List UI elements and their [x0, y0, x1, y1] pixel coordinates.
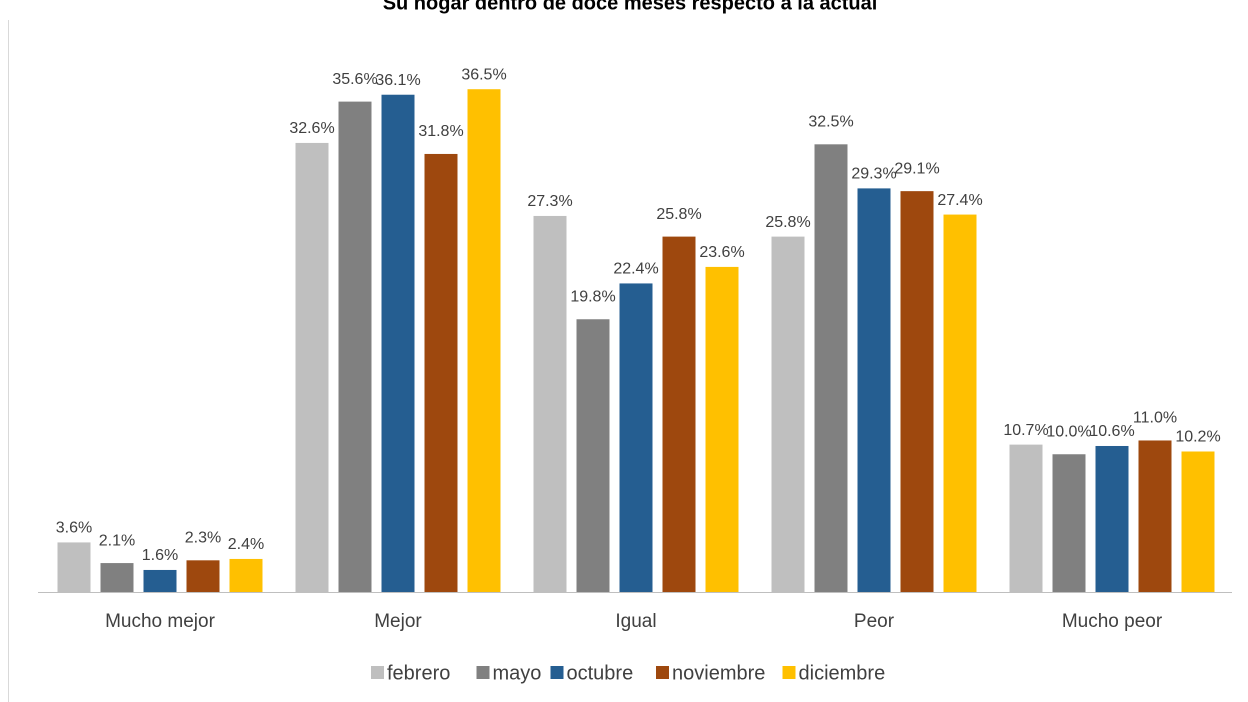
bar: [1095, 445, 1129, 592]
data-label: 10.7%: [1003, 422, 1048, 439]
bar: [57, 542, 91, 592]
chart-title: Su hogar dentro de doce meses respecto a…: [383, 0, 878, 14]
data-label: 35.6%: [332, 71, 377, 88]
data-label: 2.1%: [99, 532, 135, 549]
legend-label: octubre: [567, 662, 634, 684]
bar: [662, 236, 696, 593]
data-label: 3.6%: [56, 520, 92, 537]
data-label: 25.8%: [765, 214, 810, 231]
legend-label: febrero: [387, 662, 450, 684]
x-tick-label: Igual: [615, 611, 656, 632]
bar: [705, 266, 739, 592]
bar: [900, 191, 934, 592]
bar: [467, 89, 501, 593]
data-label: 23.6%: [699, 244, 744, 261]
bar: [381, 94, 415, 592]
data-label: 2.3%: [185, 530, 221, 547]
bar: [576, 319, 610, 592]
data-label: 29.3%: [851, 166, 896, 183]
bar: [143, 569, 177, 592]
data-label: 10.6%: [1089, 423, 1134, 440]
bar: [424, 153, 458, 592]
legend-swatch: [371, 666, 384, 679]
data-label: 2.4%: [228, 536, 264, 553]
bar: [619, 283, 653, 592]
data-label: 29.1%: [894, 160, 939, 177]
bar: [857, 188, 891, 592]
x-tick-label: Mucho mejor: [105, 611, 215, 632]
legend-swatch: [476, 666, 490, 679]
data-label: 10.0%: [1046, 423, 1091, 440]
data-label: 36.5%: [461, 66, 506, 83]
legend-swatch: [550, 666, 564, 679]
bar: [814, 144, 848, 592]
data-label: 27.3%: [527, 193, 572, 210]
x-tick-label: Mucho peor: [1062, 611, 1163, 632]
legend-swatch: [656, 666, 669, 679]
x-tick-label: Peor: [854, 611, 895, 632]
legend-swatch: [782, 666, 796, 679]
data-label: 19.8%: [570, 288, 615, 305]
bar: [186, 560, 220, 592]
bar: [533, 215, 567, 592]
bar: [1181, 451, 1215, 592]
data-label: 1.6%: [142, 547, 178, 564]
legend-label: diciembre: [799, 662, 886, 684]
bar: [100, 563, 134, 592]
data-label: 36.1%: [375, 72, 420, 89]
data-label: 27.4%: [937, 192, 982, 209]
legend-label: mayo: [493, 662, 542, 684]
data-label: 22.4%: [613, 261, 658, 278]
bar: [943, 214, 977, 592]
data-label: 11.0%: [1133, 410, 1177, 427]
data-label: 32.5%: [808, 114, 853, 131]
x-tick-label: Mejor: [374, 611, 422, 632]
data-label: 10.2%: [1175, 429, 1220, 446]
data-label: 32.6%: [289, 120, 334, 137]
bar: [1009, 444, 1043, 592]
bar: [1138, 440, 1172, 592]
bar: [771, 236, 805, 593]
data-label: 25.8%: [656, 206, 701, 223]
bar: [1052, 454, 1086, 592]
legend-label: noviembre: [672, 662, 765, 684]
bar: [229, 558, 263, 592]
data-label: 31.8%: [418, 123, 463, 140]
bar: [295, 142, 329, 592]
bar: [338, 101, 372, 593]
